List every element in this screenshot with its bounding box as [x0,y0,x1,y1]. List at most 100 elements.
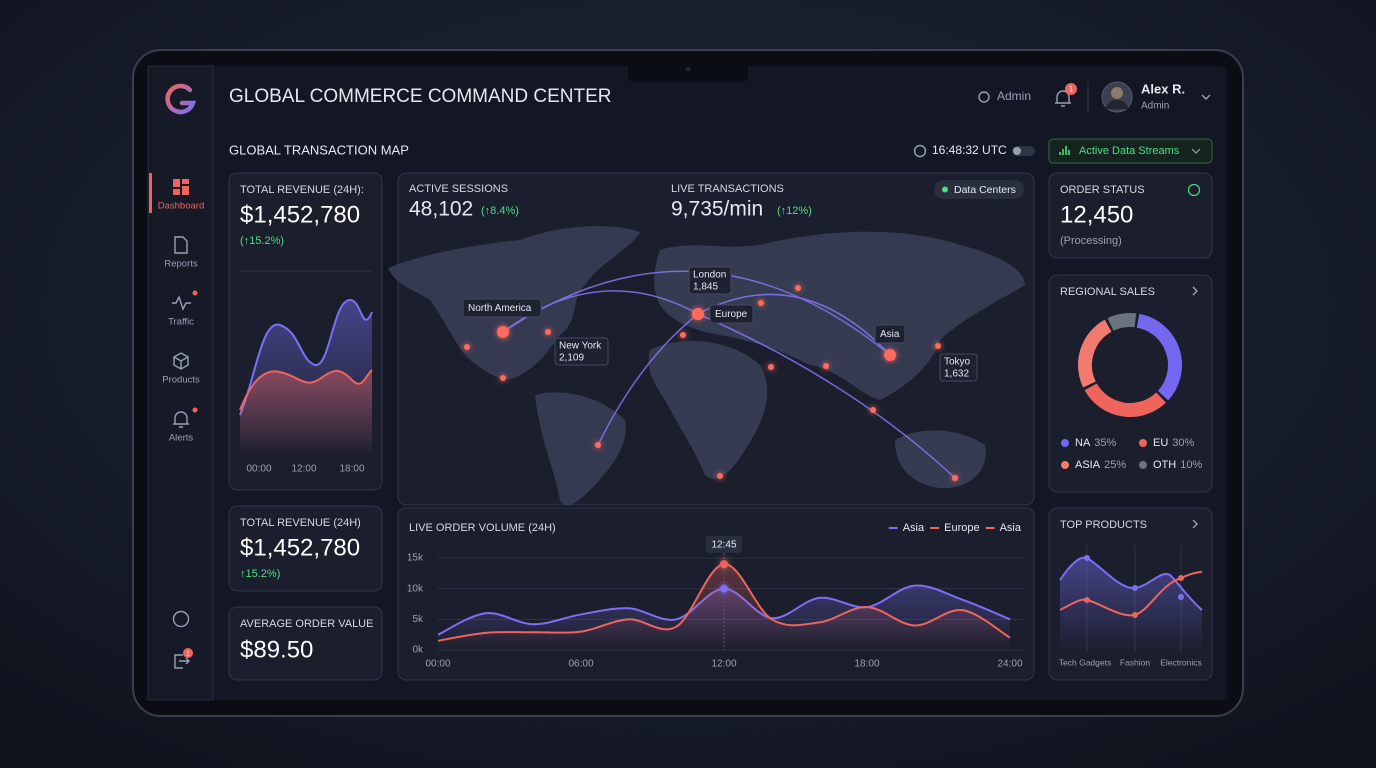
product-point [1178,594,1184,600]
clock-time: 16:48:32 UTC [932,143,1007,157]
stat-label: ACTIVE SESSIONS [409,183,508,195]
product-label: Electronics [1160,657,1202,667]
notifications-button[interactable]: 1 [1055,83,1077,107]
help-button[interactable] [172,610,190,628]
legend-label: Asia [903,522,925,534]
map-label: North America [468,303,532,314]
nav-label: Traffic [168,317,194,328]
chip-bg [934,180,1024,199]
donut-segment [1136,313,1182,401]
nav-label: Reports [164,259,198,270]
nav-reports[interactable]: Reports [164,236,198,270]
product-point [1132,585,1138,591]
sparkline-x-label: 00:00 [246,464,271,475]
sparkline [239,298,373,416]
hotspot [464,344,470,350]
chevron[interactable] [1192,519,1198,529]
revenue-card-2 [228,505,383,592]
stat-label: LIVE TRANSACTIONS [671,183,784,195]
annotation-point [720,560,728,569]
continent [654,231,1025,400]
data-centers-chip[interactable]: Data Centers [934,180,1024,199]
avg-order-card [228,606,383,681]
live-toggle[interactable] [1012,146,1035,156]
hotspot [692,308,704,320]
card-change: (↑15.2%) [240,235,284,247]
product-area [1060,557,1202,652]
nav-badge [192,407,198,413]
y-tick-label: 5k [412,614,424,625]
legend-swatch [1061,439,1069,447]
legend-label: Europe [944,522,979,534]
hotspot [795,285,801,291]
notification-count: 1 [1069,85,1074,94]
product-point [1178,575,1184,581]
arc [697,313,956,479]
legend-label: ASIA [1075,459,1101,471]
logout-icon [174,654,190,669]
clock-icon [913,144,927,158]
x-tick-label: 06:00 [568,659,593,670]
hotspot [935,343,941,349]
nav-products[interactable]: Products [162,352,200,386]
sparkline-x-label: 18:00 [339,464,364,475]
section-title: GLOBAL TRANSACTION MAP [229,142,409,157]
annotation-point [720,584,728,593]
streams-button[interactable]: Active Data Streams [1048,138,1213,164]
regional-sales-card [1048,274,1213,493]
legend-label: NA [1075,437,1091,449]
regional-sales-chart: NA 35% EU 30% ASIA 25% OTH 10% [1061,313,1202,471]
stat-change: (↑8.4%) [481,205,519,217]
continent [648,341,768,479]
info-icon[interactable] [1187,183,1201,197]
chip-dot [942,186,948,193]
map-hotspots [464,285,958,481]
map-label-bg [554,337,609,366]
legend-value: 10% [1180,459,1202,471]
admin-link[interactable]: Admin [978,89,1031,103]
nav-alerts[interactable]: Alerts [169,407,198,444]
hotspot [500,375,506,381]
active-indicator [149,173,152,213]
donut-segment [1084,383,1166,417]
nav-dashboard[interactable]: Dashboard [149,173,204,213]
card-label: ORDER STATUS [1060,184,1145,196]
map-labels: North America London 1,845 Europe New Yo… [462,266,978,382]
product-point [1084,597,1090,603]
chevron[interactable] [1192,286,1198,296]
hotspot [884,349,896,361]
hotspot [595,442,601,448]
user-name: Alex R. [1141,81,1185,96]
sparkline-x-label: 12:00 [291,464,316,475]
nav-traffic[interactable]: Traffic [168,290,198,328]
avatar-body [1106,100,1128,109]
map-label: Tokyo [944,357,971,368]
page-title: GLOBAL COMMERCE COMMAND CENTER [229,86,612,107]
logo[interactable] [165,83,197,115]
user-menu[interactable]: Alex R. Admin [1101,81,1211,113]
card-status: (Processing) [1060,235,1122,247]
toggle-knob [1013,147,1021,155]
legend-value: 25% [1104,459,1126,471]
nav-icon [182,186,189,195]
nav-icon [173,411,189,428]
logout-button[interactable]: 1 [174,648,193,669]
nav-icon [173,189,180,195]
notification-badge [1065,83,1077,95]
card-label: TOTAL REVENUE (24H): [240,184,364,196]
hotspot [717,473,723,479]
streams-button-bg [1048,138,1213,164]
card-label: REGIONAL SALES [1060,286,1155,298]
hotspot [497,326,509,338]
map-label: Europe [715,309,748,320]
map-label: Asia [880,329,900,340]
product-point [1084,555,1090,561]
stat-value: 9,735/min [671,198,763,221]
chip-text: Data Centers [954,184,1016,196]
x-tick-label: 18:00 [854,659,879,670]
logout-badge-count: 1 [186,650,190,657]
series-area [438,564,1010,650]
nav-badge [192,290,198,296]
